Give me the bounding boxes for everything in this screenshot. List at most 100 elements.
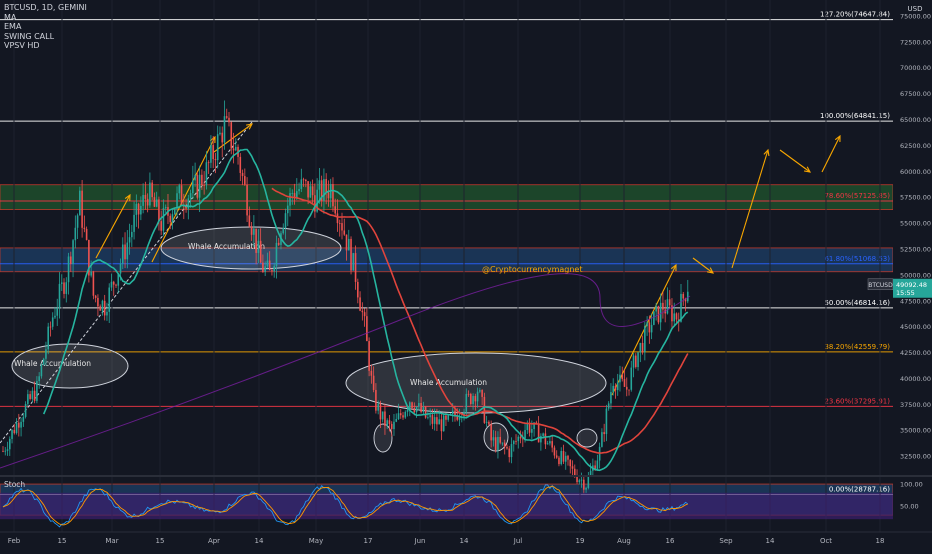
projection-arrow — [95, 194, 131, 259]
candle-body — [286, 205, 289, 214]
symbol-title[interactable]: BTCUSD, 1D, GEMINI — [4, 3, 87, 12]
candle-body — [623, 379, 626, 387]
fib-label: 50.00%(46814.16) — [824, 299, 890, 307]
candle-body — [22, 416, 25, 422]
dashed-trendline — [0, 121, 253, 444]
watermark-text: @Cryptocurrencymagnet — [482, 265, 582, 274]
candle-body — [682, 293, 685, 299]
indicator-vpsv[interactable]: VPSV HD — [4, 41, 40, 50]
price-tick: 75000.00 — [900, 12, 931, 20]
candle-body — [216, 134, 219, 161]
candle-body — [323, 179, 325, 201]
candle-body — [519, 436, 522, 439]
candle-body — [587, 476, 590, 488]
stoch-k-line — [2, 484, 689, 528]
candle-body — [99, 306, 101, 311]
candle-body — [531, 429, 533, 433]
candle-body — [463, 411, 465, 417]
candle-body — [409, 402, 411, 410]
candle-body — [573, 468, 576, 477]
candle-body — [158, 199, 160, 222]
candle-body — [205, 162, 208, 186]
stoch-layer: Stoch 100.00 50.00 — [0, 475, 932, 528]
projection-arrow — [213, 123, 253, 153]
candle-body — [13, 429, 16, 434]
indicator-ma[interactable]: MA — [4, 12, 17, 22]
price-tick: 37500.00 — [900, 401, 931, 409]
candle-body — [601, 432, 603, 447]
candle-body — [131, 231, 133, 238]
candle-body — [185, 206, 187, 209]
grid-layer — [13, 0, 881, 532]
candle-body — [571, 466, 574, 469]
indicator-ema[interactable]: EMA — [4, 22, 22, 31]
candle-body — [79, 190, 81, 216]
candle-body — [146, 198, 149, 206]
candle-body — [619, 374, 621, 383]
candle-body — [503, 442, 506, 447]
candle-body — [512, 441, 515, 445]
candle-body — [535, 422, 538, 424]
candle-body — [352, 253, 355, 271]
candle-body — [341, 223, 343, 231]
candle-body — [27, 394, 29, 404]
time-tick: 16 — [666, 537, 675, 545]
candle-body — [427, 417, 429, 419]
candle-body — [327, 192, 330, 199]
candle-body — [666, 299, 669, 314]
candle-body — [106, 311, 108, 316]
candle-body — [67, 256, 70, 283]
candle-body — [668, 299, 671, 306]
candle-body — [345, 234, 348, 251]
candle-body — [162, 208, 165, 231]
candle-body — [510, 444, 513, 458]
candle-body — [51, 317, 54, 327]
indicator-legend: BTCUSD, 1D, GEMINI MA EMA SWING CALL VPS… — [4, 3, 87, 51]
candle-body — [370, 370, 373, 376]
candle-body — [413, 408, 416, 413]
candle-body — [302, 179, 305, 181]
candle-body — [275, 242, 278, 267]
candle-body — [467, 393, 470, 395]
candle-body — [232, 148, 235, 151]
candle-body — [540, 435, 542, 443]
candle-body — [440, 419, 443, 432]
candle-body — [377, 403, 379, 411]
candle-body — [438, 419, 440, 425]
time-tick: 17 — [364, 537, 373, 545]
indicator-swing-call[interactable]: SWING CALL — [4, 31, 55, 41]
candle-body — [257, 240, 260, 253]
candle-body — [309, 186, 312, 198]
candle-body — [203, 185, 205, 186]
candle-body — [544, 433, 547, 445]
price-tick: 40000.00 — [900, 375, 931, 383]
candle-body — [223, 116, 226, 143]
candle-body — [621, 374, 624, 380]
last-price-countdown: 15:55 — [896, 289, 915, 297]
stoch-tick: 100.00 — [900, 481, 923, 489]
candle-body — [83, 227, 86, 229]
candle-body — [594, 465, 596, 470]
price-tick: 32500.00 — [900, 453, 931, 461]
candle-body — [133, 214, 135, 232]
candle-body — [307, 181, 309, 198]
price-tick: 45000.00 — [900, 323, 931, 331]
candle-body — [153, 197, 156, 207]
candle-body — [241, 172, 244, 177]
candle-body — [612, 385, 614, 393]
candle-body — [176, 193, 178, 209]
candle-body — [659, 302, 662, 323]
candle-body — [268, 260, 271, 271]
whale-accumulation-label: Whale Accumulation — [188, 242, 265, 251]
candle-body — [639, 342, 642, 353]
blue-zone-upper — [0, 247, 894, 273]
candle-body — [273, 266, 275, 272]
candle-body — [418, 402, 420, 407]
candle-body — [580, 479, 583, 481]
candle-body — [616, 382, 619, 391]
candle-body — [429, 415, 431, 418]
candle-body — [397, 413, 400, 419]
candle-body — [336, 213, 339, 224]
